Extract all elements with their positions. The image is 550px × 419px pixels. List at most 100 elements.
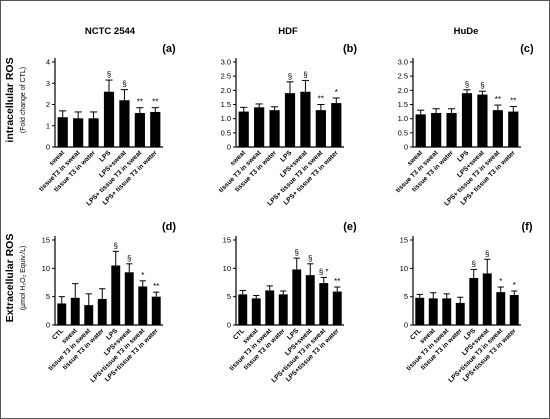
bar (150, 111, 161, 147)
bar (496, 292, 506, 325)
bar (73, 118, 84, 147)
significance-mark: § (288, 72, 292, 81)
bar (119, 100, 130, 147)
significance-mark: ** (318, 95, 324, 104)
bar (70, 297, 80, 325)
y-tick-label: 1 (46, 121, 50, 130)
bar (431, 113, 442, 147)
bar (134, 113, 145, 147)
bar (446, 113, 457, 147)
column-title-3: HuDe (454, 26, 479, 37)
column-title-2: HDF (278, 26, 298, 37)
row-label-top: intracellular ROS (4, 57, 16, 142)
y-tick-label: 2.5 (398, 72, 408, 81)
bar (278, 294, 288, 325)
significance-mark: § (114, 241, 118, 250)
bar (428, 298, 438, 325)
row-label-bottom: Extracellular ROS (4, 234, 16, 323)
significance-mark: § (295, 248, 299, 257)
y-tick-label: 5 (404, 292, 408, 301)
bar (111, 265, 121, 325)
y-tick-label: 15 (223, 236, 231, 245)
y-tick-label: 0.5 (398, 128, 408, 137)
y-tick-label: 2.5 (221, 72, 231, 81)
panel-label: (d) (162, 221, 176, 233)
bar (415, 297, 425, 325)
significance-mark: * (335, 88, 338, 97)
y-tick-label: 3 (46, 79, 50, 88)
significance-mark: § (107, 70, 111, 79)
significance-mark: § (122, 80, 126, 89)
bar (469, 277, 479, 325)
bar (251, 298, 261, 325)
y-tick-label: 10 (42, 264, 50, 273)
significance-mark: ** (137, 98, 143, 107)
bar (305, 275, 315, 325)
significance-mark: ** (510, 96, 516, 105)
bar (482, 273, 492, 325)
bar (508, 111, 519, 147)
bar (57, 117, 68, 147)
bar (265, 290, 275, 325)
y-tick-label: 1.0 (398, 114, 408, 123)
significance-mark: § (308, 254, 312, 263)
significance-mark: § (485, 249, 489, 258)
y-tick-label: 10 (223, 264, 231, 273)
y-tick-label: 10 (400, 264, 408, 273)
significance-mark: ** (495, 95, 501, 104)
bar (238, 294, 248, 325)
row-label-bottom-unit: (µmol H₂O₂ Equiv./L) (20, 246, 27, 311)
y-tick-label: 0 (46, 321, 50, 330)
bar (442, 298, 452, 325)
y-tick-label: 0 (227, 321, 231, 330)
bar (477, 94, 488, 147)
panel-label: (f) (522, 221, 533, 233)
y-tick-label: 1.5 (398, 100, 408, 109)
panel-label: (e) (343, 221, 357, 233)
bar (88, 118, 99, 147)
bar (509, 294, 519, 325)
significance-mark: § (303, 70, 307, 79)
significance-mark: * (513, 281, 516, 290)
bar (315, 110, 326, 147)
y-tick-label: 0 (46, 143, 50, 152)
y-tick-label: 4 (46, 58, 50, 67)
significance-mark: § (472, 259, 476, 268)
y-tick-label: 3.0 (398, 58, 408, 67)
y-tick-label: 1.0 (221, 114, 231, 123)
bar (455, 302, 465, 325)
bar (292, 269, 302, 325)
significance-mark: § (127, 254, 131, 263)
y-tick-label: 0 (227, 143, 231, 152)
y-tick-label: 5 (46, 292, 50, 301)
significance-mark: § (480, 81, 484, 90)
column-title-1: NCTC 2544 (85, 26, 136, 37)
row-label-top-unit: (Fold change of CTL) (20, 67, 27, 133)
bar (254, 107, 265, 147)
significance-mark: ** (152, 98, 158, 107)
bar (238, 111, 249, 147)
significance-mark: ** (334, 277, 340, 286)
y-tick-label: 0.5 (221, 128, 231, 137)
y-tick-label: 15 (400, 236, 408, 245)
significance-mark: * (499, 277, 502, 286)
bar (284, 93, 296, 147)
significance-mark: ** (153, 282, 159, 291)
y-tick-label: 1.5 (221, 100, 231, 109)
y-tick-label: 5 (227, 292, 231, 301)
significance-mark: * (141, 271, 144, 280)
bar (84, 305, 94, 325)
bar (415, 114, 426, 147)
significance-mark: § * (319, 267, 329, 276)
bar (300, 91, 311, 147)
significance-mark: § (465, 80, 469, 89)
bar (57, 303, 67, 325)
bar (97, 298, 107, 325)
bar (151, 296, 161, 325)
y-tick-label: 0 (404, 321, 408, 330)
